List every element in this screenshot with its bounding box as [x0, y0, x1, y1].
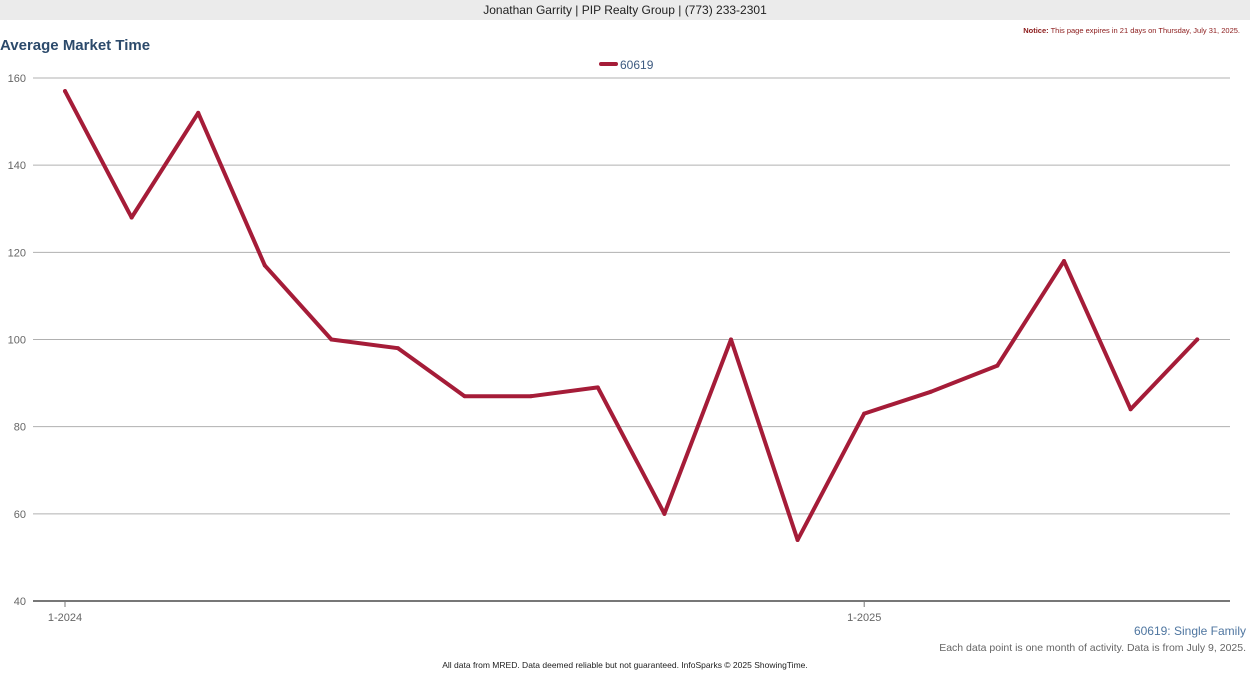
data-point — [1195, 337, 1200, 342]
data-point — [529, 394, 534, 399]
data-point — [595, 385, 600, 390]
chart-footer: 60619: Single Family Each data point is … — [939, 624, 1246, 656]
notice-label: Notice: — [1023, 26, 1049, 35]
agent-header: Jonathan Garrity | PIP Realty Group | (7… — [0, 0, 1250, 20]
data-point — [928, 389, 933, 394]
data-point — [329, 337, 334, 342]
expiry-notice: Notice: This page expires in 21 days on … — [1023, 26, 1240, 35]
data-note: Each data point is one month of activity… — [939, 642, 1246, 654]
y-tick-label: 60 — [14, 509, 26, 521]
y-tick-label: 160 — [8, 73, 26, 85]
data-point — [462, 394, 467, 399]
y-tick-label: 40 — [14, 596, 26, 608]
x-tick-label: 1-2024 — [48, 612, 82, 624]
grid-lines — [33, 77, 1230, 515]
data-point — [63, 89, 67, 94]
legend-label: 60619 — [620, 58, 654, 72]
series-line-60619 — [63, 89, 1200, 542]
x-axis: 1-2024 1-2025 — [33, 600, 1230, 624]
data-point — [1128, 407, 1133, 412]
data-point — [129, 215, 134, 220]
y-tick-label: 120 — [8, 247, 26, 259]
chart-title: Average Market Time — [0, 37, 151, 54]
series-description: 60619: Single Family — [1133, 624, 1246, 638]
legend: 60619 — [599, 58, 654, 72]
data-point — [862, 411, 867, 416]
x-tick-label: 1-2025 — [847, 612, 881, 624]
y-axis-ticks: 40 60 80 100 120 140 160 — [8, 73, 26, 608]
data-point — [662, 511, 667, 516]
y-tick-label: 80 — [14, 422, 26, 434]
data-point — [795, 537, 800, 542]
data-point — [196, 110, 201, 115]
y-tick-label: 140 — [8, 160, 26, 172]
notice-text: This page expires in 21 days on Thursday… — [1050, 26, 1240, 35]
data-point — [396, 346, 400, 351]
data-point — [995, 363, 1000, 368]
data-point — [729, 337, 733, 342]
y-tick-label: 100 — [8, 335, 26, 347]
data-point — [1062, 259, 1066, 264]
series-lines — [63, 89, 1200, 542]
disclaimer: All data from MRED. Data deemed reliable… — [442, 660, 808, 670]
data-point — [262, 263, 267, 268]
